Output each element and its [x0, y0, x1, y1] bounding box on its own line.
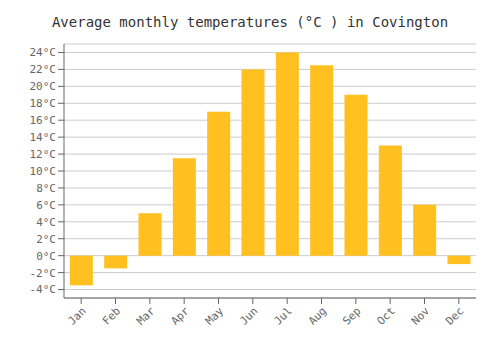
- svg-text:Dec: Dec: [443, 304, 466, 327]
- svg-text:Feb: Feb: [100, 304, 123, 327]
- svg-text:2°C: 2°C: [36, 233, 56, 246]
- svg-text:0°C: 0°C: [36, 250, 56, 263]
- svg-text:18°C: 18°C: [30, 97, 57, 110]
- svg-text:Apr: Apr: [169, 304, 193, 328]
- html-text:Average monthly temperatures (: Average monthly temperatures (°C ) in Co…: [51, 14, 449, 30]
- svg-text:4°C: 4°C: [36, 216, 56, 229]
- svg-text:Jul: Jul: [272, 304, 295, 327]
- svg-text:Jun: Jun: [237, 304, 260, 327]
- svg-text:May: May: [203, 304, 227, 328]
- svg-text:Jan: Jan: [66, 304, 89, 327]
- svg-text:-2°C: -2°C: [30, 267, 57, 280]
- svg-text:20°C: 20°C: [30, 80, 57, 93]
- svg-text:8°C: 8°C: [36, 182, 56, 195]
- svg-text:Mar: Mar: [134, 304, 158, 328]
- svg-text:Oct: Oct: [375, 304, 398, 327]
- svg-text:-4°C: -4°C: [30, 283, 57, 296]
- svg-text:14°C: 14°C: [30, 131, 57, 144]
- svg-text:Nov: Nov: [409, 304, 433, 328]
- svg-text:24°C: 24°C: [30, 46, 57, 59]
- svg-text:Aug: Aug: [306, 304, 329, 327]
- svg-text:Sep: Sep: [340, 304, 363, 327]
- svg-text:16°C: 16°C: [30, 114, 57, 127]
- svg-text:22°C: 22°C: [30, 63, 57, 76]
- svg-text:10°C: 10°C: [30, 165, 57, 178]
- svg-text:6°C: 6°C: [36, 199, 56, 212]
- svg-text:12°C: 12°C: [30, 148, 57, 161]
